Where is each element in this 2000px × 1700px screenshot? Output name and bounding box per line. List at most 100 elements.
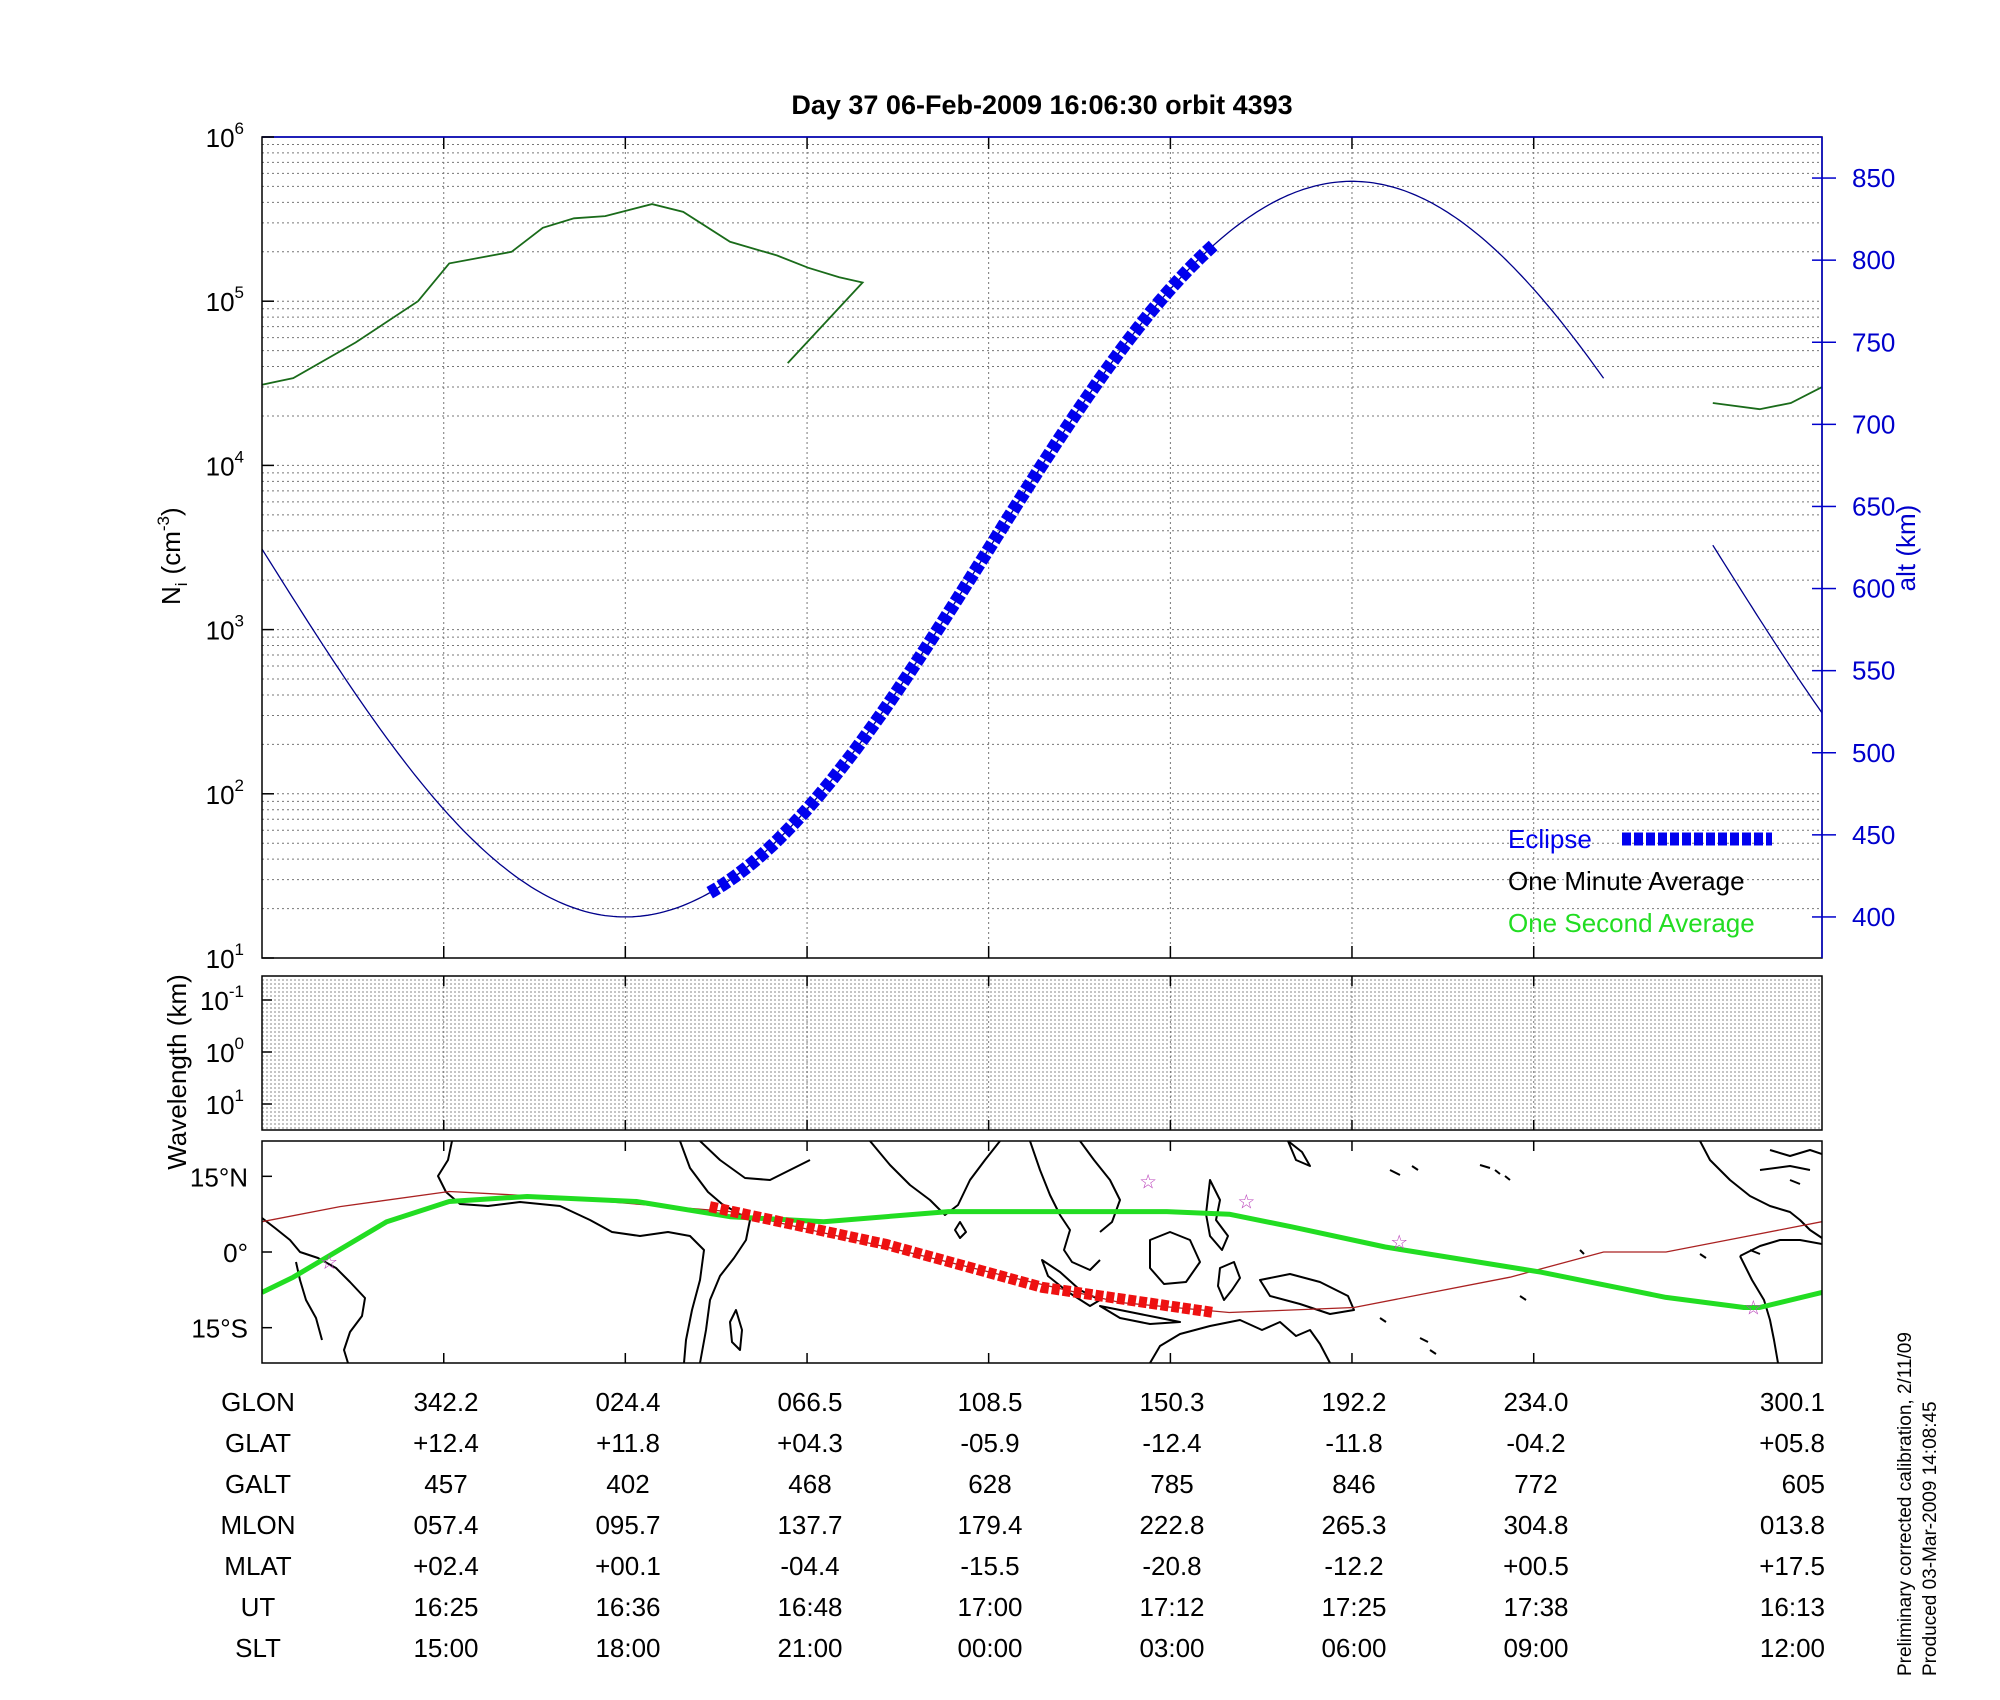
orbit-cell: 342.2: [413, 1387, 478, 1417]
y-tick-label-base: 10: [206, 287, 235, 317]
y2-tick-label: 650: [1852, 491, 1895, 521]
coast-north-america: [1699, 1141, 1822, 1239]
y-tick-label: 104: [206, 447, 244, 481]
orbit-cell: 057.4: [413, 1510, 478, 1540]
left-axis-label-sub: i: [172, 582, 191, 586]
wavelength-tick-label-base: 10: [206, 1038, 235, 1068]
y-tick-label: 102: [206, 776, 244, 810]
coast-indochina: [1079, 1141, 1121, 1233]
orbit-cell: 772: [1514, 1469, 1557, 1499]
y-tick-label-exp: 6: [235, 119, 244, 138]
orbit-cell: +04.3: [777, 1428, 843, 1458]
wavelength-axes-box: [261, 975, 1823, 1131]
coast-sulawesi: [1217, 1261, 1241, 1301]
lat-tick-label: 15°S: [191, 1314, 248, 1344]
map-series: ☆ ☆ ☆ ☆ ☆: [262, 1171, 1822, 1320]
orbit-cell: 16:13: [1760, 1592, 1825, 1622]
y-tick-label-exp: 3: [235, 612, 244, 631]
left-axis-label-open: (cm: [156, 531, 186, 574]
footnote-line2: Produced 03-Mar-2009 14:08:45: [1920, 1401, 1941, 1676]
orbit-cell: 150.3: [1139, 1387, 1204, 1417]
legend: Eclipse One Minute Average One Second Av…: [1508, 824, 1772, 938]
coast-sri-lanka: [954, 1221, 967, 1239]
y2-tick-label: 450: [1852, 820, 1895, 850]
orbit-cell: -20.8: [1142, 1551, 1201, 1581]
orbit-table: GLON 342.2 024.4 066.5 108.5 150.3 192.2 234.0 3…: [220, 1387, 1825, 1663]
coast-south-america-east: [1739, 1255, 1779, 1363]
left-axis-label-close: ): [156, 507, 186, 516]
y2-tick-label: 800: [1852, 245, 1895, 275]
y2-tick-label: 550: [1852, 656, 1895, 686]
coast-se-asia: [1029, 1141, 1101, 1271]
legend-minute-label: One Minute Average: [1508, 866, 1745, 896]
orbit-row-label: GLAT: [225, 1428, 291, 1458]
coast-africa-west: [437, 1141, 705, 1363]
coast-madagascar: [729, 1309, 743, 1351]
coast-java: [1099, 1305, 1181, 1325]
orbit-cell: 265.3: [1321, 1510, 1386, 1540]
wavelength-plot-area: [262, 976, 1822, 1130]
orbit-cell: 16:36: [595, 1592, 660, 1622]
orbit-cell: -05.9: [960, 1428, 1019, 1458]
wavelength-tick-label: 101: [206, 1086, 244, 1120]
orbit-cell: 179.4: [957, 1510, 1022, 1540]
lat-tick-label: 15°N: [190, 1162, 248, 1192]
map-lat-ticks: 15°N 0° 15°S: [190, 1141, 1535, 1363]
y-tick-label: 101: [206, 940, 244, 974]
orbit-cell: +17.5: [1759, 1551, 1825, 1581]
star-marker: ☆: [320, 1252, 338, 1274]
coastlines: [262, 1141, 1822, 1363]
orbit-cell: 095.7: [595, 1510, 660, 1540]
coast-sumatra: [1041, 1259, 1101, 1307]
y-tick-label: 105: [206, 283, 244, 317]
right-axis-label: alt (km): [1891, 505, 1921, 592]
coast-arabia: [699, 1141, 811, 1181]
footnote-line1: Preliminary corrected calibration, 2/11/…: [1895, 1332, 1916, 1676]
y-tick-label: 103: [206, 612, 244, 646]
left-axis-label: Ni (cm-3): [154, 507, 191, 605]
chart-title: Day 37 06-Feb-2009 16:06:30 orbit 4393: [791, 90, 1292, 120]
star-marker: ☆: [1390, 1232, 1408, 1254]
wavelength-tick-label-exp: 0: [235, 1034, 244, 1053]
orbit-row-label: MLAT: [224, 1551, 292, 1581]
orbit-cell: -04.4: [780, 1551, 839, 1581]
coast-hawaii: [1479, 1164, 1511, 1181]
orbit-cell: 468: [788, 1469, 831, 1499]
orbit-cell: -15.5: [960, 1551, 1019, 1581]
y-tick-label-base: 10: [206, 451, 235, 481]
orbit-cell: 12:00: [1760, 1633, 1825, 1663]
wavelength-tick-label-exp: -1: [229, 982, 244, 1001]
map-plot-area: [262, 1141, 1822, 1363]
orbit-cell: +11.8: [596, 1428, 660, 1458]
coast-india: [869, 1141, 1001, 1216]
orbit-row-label: GLON: [221, 1387, 295, 1417]
orbit-cell: 16:25: [413, 1592, 478, 1622]
y2-tick-label: 850: [1852, 163, 1895, 193]
orbit-cell: 402: [606, 1469, 649, 1499]
orbit-cell: 17:25: [1321, 1592, 1386, 1622]
orbit-cell: +00.1: [595, 1551, 661, 1581]
y-tick-label-base: 10: [206, 616, 235, 646]
coast-new-guinea: [1259, 1273, 1355, 1315]
orbit-cell: 192.2: [1321, 1387, 1386, 1417]
orbit-cell: 108.5: [957, 1387, 1022, 1417]
orbit-row-label: UT: [241, 1592, 276, 1622]
orbit-cell: 304.8: [1503, 1510, 1568, 1540]
y-tick-label-base: 10: [206, 123, 235, 153]
left-axis-label-symbol: N: [156, 586, 186, 605]
orbit-cell: 09:00: [1503, 1633, 1568, 1663]
y2-tick-label: 750: [1852, 327, 1895, 357]
orbit-cell: 15:00: [413, 1633, 478, 1663]
orbit-cell: 457: [424, 1469, 467, 1499]
orbit-cell: 16:48: [777, 1592, 842, 1622]
y-tick-label-base: 10: [206, 944, 235, 974]
y-tick-label-exp: 2: [235, 776, 244, 795]
orbit-cell: 628: [968, 1469, 1011, 1499]
orbit-cell: +05.8: [1759, 1428, 1825, 1458]
star-marker: ☆: [1237, 1192, 1255, 1214]
coast-australia: [1149, 1319, 1331, 1363]
wavelength-gridlines: [262, 976, 1822, 1130]
